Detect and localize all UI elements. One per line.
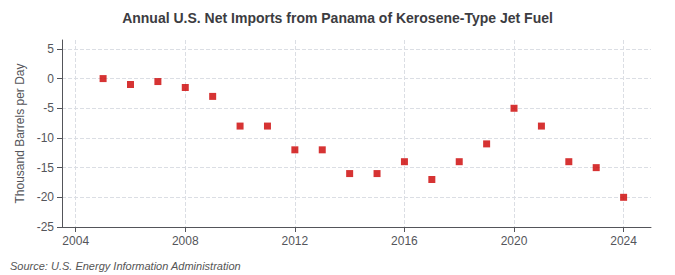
svg-text:Annual U.S. Net Imports from P: Annual U.S. Net Imports from Panama of K…: [122, 10, 553, 26]
svg-text:-15: -15: [37, 161, 55, 175]
svg-text:2004: 2004: [62, 234, 89, 248]
svg-text:Source: U.S. Energy Informatio: Source: U.S. Energy Information Administ…: [10, 260, 241, 272]
svg-text:-25: -25: [37, 220, 55, 234]
svg-text:0: 0: [47, 72, 54, 86]
svg-text:5: 5: [47, 42, 54, 56]
svg-text:2024: 2024: [610, 234, 637, 248]
svg-text:-10: -10: [37, 131, 55, 145]
svg-text:-5: -5: [43, 101, 54, 115]
svg-text:-20: -20: [37, 190, 55, 204]
svg-text:Thousand Barrels per Day: Thousand Barrels per Day: [13, 63, 27, 203]
svg-text:2012: 2012: [282, 234, 309, 248]
svg-text:2020: 2020: [501, 234, 528, 248]
svg-text:2008: 2008: [172, 234, 199, 248]
svg-text:2016: 2016: [391, 234, 418, 248]
